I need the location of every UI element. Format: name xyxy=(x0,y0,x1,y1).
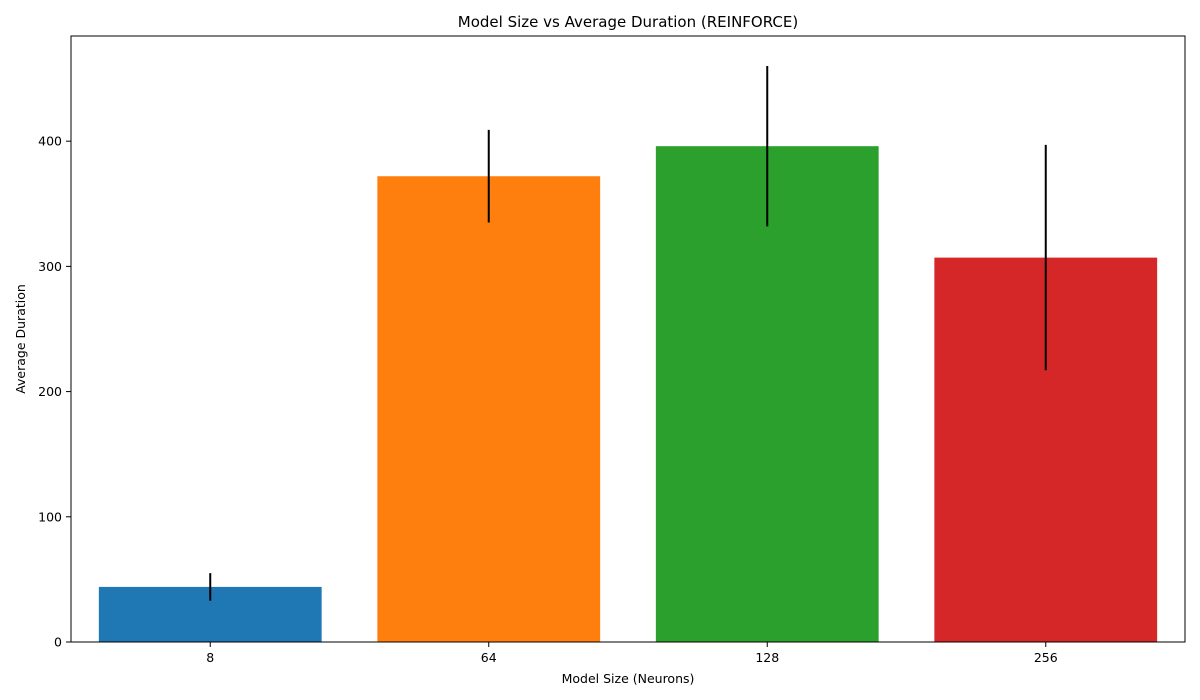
y-axis-label: Average Duration xyxy=(13,284,28,394)
bar-64 xyxy=(377,176,601,643)
x-tick-label-64: 64 xyxy=(481,650,497,665)
y-tick-label-100: 100 xyxy=(38,509,62,524)
y-tick-label-300: 300 xyxy=(38,259,62,274)
x-tick-label-256: 256 xyxy=(1034,650,1058,665)
plot-frame xyxy=(70,35,1186,643)
y-tick-label-0: 0 xyxy=(54,635,62,650)
plot-area: 8 64 128 256 0 100 200 300 400 xyxy=(38,35,1186,665)
x-tick-label-128: 128 xyxy=(755,650,779,665)
y-tick-label-200: 200 xyxy=(38,384,62,399)
x-tick-label-8: 8 xyxy=(206,650,214,665)
x-axis-label: Model Size (Neurons) xyxy=(562,671,695,686)
y-tick-label-400: 400 xyxy=(38,134,62,149)
chart-title: Model Size vs Average Duration (REINFORC… xyxy=(458,13,798,31)
bar-128 xyxy=(655,146,879,642)
